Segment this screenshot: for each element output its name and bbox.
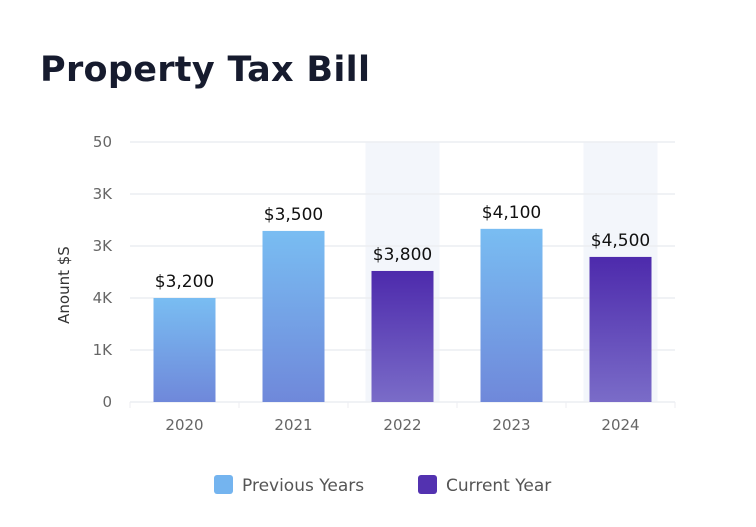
x-tick-label: 2021 (274, 416, 312, 434)
legend-swatch-current (418, 475, 437, 494)
data-label: $3,500 (264, 205, 323, 225)
legend-label: Current Year (446, 476, 551, 496)
bar-2023 (480, 228, 543, 402)
x-tick-label: 2024 (601, 416, 639, 434)
x-tick-label: 2020 (165, 416, 203, 434)
y-tick-label: 50 (93, 133, 112, 151)
legend-swatch-previous (214, 475, 233, 494)
chart-title: Property Tax Bill (40, 50, 371, 90)
y-tick-label: 3K (93, 237, 114, 255)
bar-2024 (589, 256, 652, 402)
y-tick-label: 4K (93, 289, 114, 307)
y-axis-label: Anount $S (55, 246, 73, 324)
x-tick-label: 2023 (492, 416, 530, 434)
y-tick-label: 0 (102, 393, 112, 411)
y-tick-label: 1K (93, 341, 114, 359)
y-tick-label: 3K (93, 185, 114, 203)
x-tick-label: 2022 (383, 416, 421, 434)
bar-2021 (262, 230, 325, 402)
data-label: $4,100 (482, 203, 541, 223)
data-label: $3,200 (155, 272, 214, 292)
data-label: $3,800 (373, 245, 432, 265)
bar-2020 (153, 298, 216, 402)
bar-2022 (371, 270, 434, 402)
data-label: $4,500 (591, 231, 650, 251)
legend-label: Previous Years (242, 476, 364, 496)
